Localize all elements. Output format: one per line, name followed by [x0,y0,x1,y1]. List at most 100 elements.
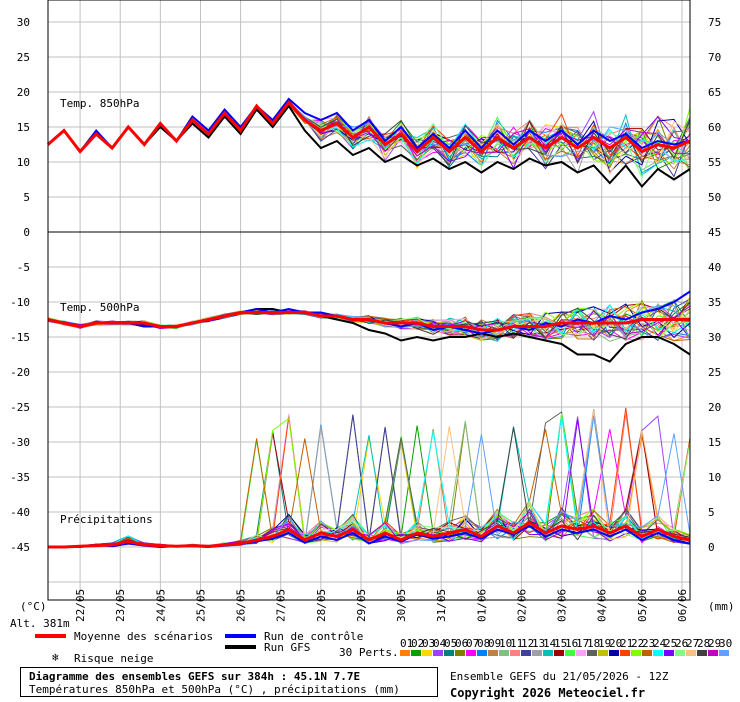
x-tick-26/05: 26/05 [235,589,248,622]
mean-500-line [47,311,690,332]
upper-left-tick-5: 5 [23,191,30,204]
pert-swatch-10 [499,650,509,656]
chart-axes: 22/05 23/05 24/05 25/05 26/05 27/05 28/05 29/05… [10,0,735,630]
pert-swatch-15 [554,650,564,656]
x-tick-05/06: 05/06 [636,589,649,622]
pert-id-18: 18 [587,637,600,650]
pert-id-16: 16 [565,637,578,650]
pert-id-17: 17 [576,637,589,650]
upper-left-tick-25: 25 [17,51,30,64]
pert-id-28: 28 [697,637,710,650]
x-tick-24/05: 24/05 [154,589,167,622]
lower-right-tick-0: 0 [708,541,715,554]
upper-left-tick-15: 15 [17,121,30,134]
unit-right: (mm) [708,600,735,613]
pert-precip-19 [48,441,691,548]
footer-right: Ensemble GEFS du 21/05/2026 - 12Z Copyri… [450,668,669,702]
lower-left-tick--45: -45 [10,541,30,554]
legend-control-label: Run de contrôle [264,630,363,643]
pert-id-04: 04 [433,637,447,650]
mean-precip-line [48,520,691,549]
lower-left-tick--10: -10 [10,296,30,309]
x-tick-27/05: 27/05 [275,589,288,622]
plot-frame [47,0,691,601]
x-tick-03/06: 03/06 [556,589,569,622]
x-tick-28/05: 28/05 [315,589,328,622]
pert-id-30: 30 [719,637,732,650]
pert-id-11: 11 [510,637,523,650]
pert-swatch-20 [609,650,619,656]
lower-right-tick-30: 30 [708,331,721,344]
mean-850-line [47,100,691,154]
upper-left-tick-10: 10 [17,156,30,169]
upper-left-tick-30: 30 [17,16,30,29]
lower-right-tick-25: 25 [708,366,721,379]
lower-right-tick-10: 10 [708,471,721,484]
main-series-lines [47,97,691,549]
pert-id-07: 07 [466,637,479,650]
footer-info-box: Diagramme des ensembles GEFS sur 384h : … [20,667,438,697]
pert-id-09: 09 [488,637,501,650]
pert-swatch-14 [543,650,553,656]
pert-swatch-22 [631,650,641,656]
upper-right-tick-70: 70 [708,51,721,64]
unit-left: (°C) [20,600,47,613]
pert-swatch-07 [466,650,476,656]
x-tick-01/06: 01/06 [475,589,488,622]
pert-swatch-28 [697,650,707,656]
legend-mean-label: Moyenne des scénarios [74,630,213,643]
x-tick-04/06: 04/06 [596,589,609,622]
pert-swatch-18 [587,650,597,656]
pert-id-12: 12 [521,637,534,650]
lower-left-tick--40: -40 [10,506,30,519]
x-tick-23/05: 23/05 [114,589,127,622]
legend-perts-label: 30 Perts. [339,646,399,659]
pert-swatch-03 [422,650,432,656]
pert-id-02: 02 [411,637,424,650]
pert-swatch-01 [400,650,410,656]
run-info: Ensemble GEFS du 21/05/2026 - 12Z [450,670,669,683]
lower-panel-label: Temp. 500hPa [60,301,139,314]
upper-right-tick-50: 50 [708,191,721,204]
pert-id-13: 13 [532,637,545,650]
footer-title: Diagramme des ensembles GEFS sur 384h : … [29,670,361,683]
pert-id-27: 27 [686,637,699,650]
pert-id-05: 05 [444,637,457,650]
pert-id-10: 10 [499,637,512,650]
pert-id-15: 15 [554,637,567,650]
x-tick-30/05: 30/05 [395,589,408,622]
pert-swatch-17 [576,650,586,656]
pert-swatch-11 [510,650,520,656]
pert-swatch-21 [620,650,630,656]
pert-id-23: 23 [642,637,655,650]
lower-right-tick-20: 20 [708,401,721,414]
pert-swatch-30 [719,650,729,656]
lower-right-tick-45: 45 [708,226,721,239]
pert-swatch-24 [653,650,663,656]
upper-left-tick-20: 20 [17,86,30,99]
lower-left-tick--5: -5 [17,261,30,274]
lower-left-tick--20: -20 [10,366,30,379]
x-tick-06/06: 06/06 [676,589,689,622]
x-tick-02/06: 02/06 [515,589,528,622]
pert-swatch-27 [686,650,696,656]
lower-left-tick--15: -15 [10,331,30,344]
pert-swatch-13 [532,650,542,656]
upper-left-tick-0: 0 [23,226,30,239]
upper-panel-label: Temp. 850hPa [60,97,139,110]
pert-id-06: 06 [455,637,468,650]
pert-id-25: 25 [664,637,677,650]
x-tick-25/05: 25/05 [194,589,207,622]
pert-id-19: 19 [598,637,611,650]
pert-id-08: 08 [477,637,490,650]
chart-legend: Moyenne des scénarios Run de contrôleRun … [35,630,732,665]
pert-swatch-12 [521,650,531,656]
precip-panel-label: Précipitations [60,513,153,526]
upper-right-tick-60: 60 [708,121,721,134]
x-tick-29/05: 29/05 [355,589,368,622]
footer-subtitle: Températures 850hPa et 500hPa (°C) , pré… [29,683,400,696]
gefs-ensemble-chart: 22/05 23/05 24/05 25/05 26/05 27/05 28/05 29/05… [10,0,735,665]
pert-swatch-05 [444,650,454,656]
pert-swatch-23 [642,650,652,656]
pert-id-01: 01 [400,637,413,650]
